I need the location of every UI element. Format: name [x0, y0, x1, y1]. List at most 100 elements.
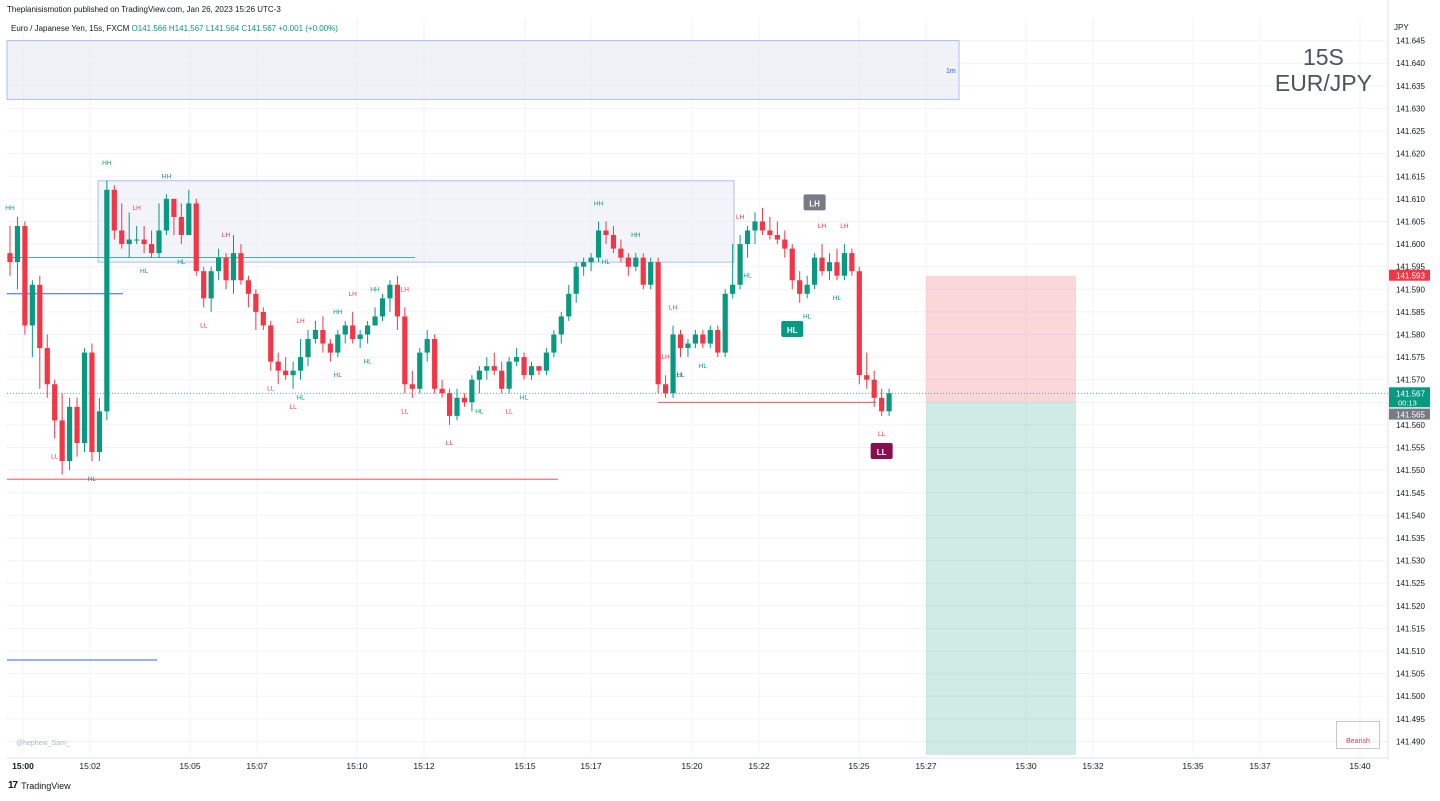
- y-tick-label: 141.640: [1396, 59, 1425, 68]
- candle-down: [439, 388, 445, 394]
- swing-label: LH: [669, 304, 678, 311]
- candle-down: [536, 366, 542, 371]
- candle-down: [700, 334, 706, 344]
- y-tick-label: 141.550: [1396, 466, 1425, 475]
- candle-down: [640, 257, 646, 285]
- swing-label: HH: [162, 173, 172, 180]
- y-tick-label: 141.515: [1396, 624, 1425, 633]
- candle-up: [387, 284, 393, 299]
- y-tick-label: 141.570: [1396, 376, 1425, 385]
- candle-down: [245, 280, 251, 294]
- candle-up: [208, 271, 214, 299]
- candle-down: [238, 253, 244, 281]
- candle-up: [357, 334, 363, 340]
- candle-up: [812, 257, 818, 285]
- x-tick-label: 15:32: [1082, 761, 1104, 771]
- y-tick-label: 141.615: [1396, 172, 1425, 181]
- candle-up: [372, 316, 378, 326]
- candle-down: [260, 311, 266, 326]
- candle-up: [752, 221, 758, 231]
- candle-down: [111, 189, 117, 231]
- y-tick-label: 141.540: [1396, 511, 1425, 520]
- candle-down: [789, 248, 795, 281]
- swing-label: LL: [51, 453, 59, 460]
- candle-up: [469, 379, 475, 403]
- y-tick-label: 141.525: [1396, 579, 1425, 588]
- y-tick-label: 141.645: [1396, 37, 1425, 46]
- candle-up: [633, 257, 639, 267]
- candle-up: [886, 393, 892, 412]
- y-tick-label: 141.620: [1396, 150, 1425, 159]
- y-tick-label: 141.535: [1396, 534, 1425, 543]
- y-tick-label: 141.585: [1396, 308, 1425, 317]
- swing-label: LH: [132, 205, 141, 212]
- candle-down: [625, 257, 631, 267]
- y-tick-label: 141.490: [1396, 737, 1425, 746]
- candle-down: [89, 352, 95, 453]
- swing-label: HL: [363, 359, 372, 366]
- swing-label: HL: [296, 395, 305, 402]
- ohlc-values: O141.566 H141.567 L141.564 C141.567 +0.0…: [131, 24, 338, 33]
- candle-down: [871, 379, 877, 398]
- y-tick-label: 141.595: [1396, 263, 1425, 272]
- y-tick-label: 141.575: [1396, 353, 1425, 362]
- candle-up: [558, 316, 564, 335]
- y-tick-label: 141.505: [1396, 670, 1425, 679]
- candle-up: [573, 266, 579, 294]
- countdown-text: 00:13: [1398, 398, 1417, 407]
- swing-label: LL: [446, 440, 454, 447]
- candle-up: [543, 352, 549, 371]
- swing-label: LH: [401, 286, 410, 293]
- candle-up: [506, 361, 512, 389]
- swing-label: LH: [661, 354, 670, 361]
- candle-up: [841, 253, 847, 276]
- swing-label: LH: [222, 232, 231, 239]
- price-axis-label: [1389, 408, 1430, 420]
- supply-zone-1m: [6, 40, 960, 100]
- swing-label: LL: [878, 431, 886, 438]
- candle-up: [230, 253, 237, 281]
- candle-down: [119, 230, 125, 245]
- candle-down: [201, 271, 207, 299]
- candle-up: [744, 230, 751, 245]
- candle-up: [342, 325, 348, 335]
- x-tick-label: 15:25: [848, 761, 870, 771]
- candle-down: [521, 357, 527, 376]
- candle-up: [454, 397, 460, 416]
- x-tick-label: 15:17: [580, 761, 602, 771]
- x-tick-label: 15:37: [1249, 761, 1271, 771]
- footer: 17 TradingView: [8, 780, 71, 791]
- candle-up: [685, 343, 691, 349]
- bearish-badge: Bearish: [1336, 721, 1380, 749]
- zone-label: 1m: [946, 68, 956, 75]
- y-tick-label: 141.625: [1396, 127, 1425, 136]
- swing-label: HL: [88, 476, 97, 483]
- candle-down: [268, 325, 274, 362]
- candle-down: [52, 384, 58, 421]
- candle-up: [514, 357, 520, 362]
- swing-label: HH: [333, 309, 343, 316]
- candle-up: [305, 339, 311, 358]
- y-tick-label: 141.545: [1396, 489, 1425, 498]
- swing-label: HL: [475, 408, 484, 415]
- candle-down: [283, 370, 289, 376]
- x-tick-label: 15:12: [413, 761, 435, 771]
- swing-label: HL: [334, 372, 343, 379]
- price-axis-text: 141.593: [1396, 272, 1425, 281]
- candle-up: [290, 370, 296, 376]
- candle-down: [44, 348, 50, 385]
- footer-brand[interactable]: TradingView: [21, 780, 71, 791]
- candle-down: [193, 203, 199, 272]
- y-tick-label: 141.580: [1396, 331, 1425, 340]
- candle-up: [417, 352, 423, 389]
- swing-label: HL: [743, 273, 752, 280]
- candle-up: [528, 366, 535, 376]
- swing-label: LH: [349, 291, 358, 298]
- swing-label: HL: [803, 313, 812, 320]
- candle-up: [297, 357, 304, 371]
- candle-up: [186, 203, 192, 236]
- candle-up: [670, 334, 676, 394]
- candle-up: [81, 352, 88, 444]
- y-tick-label: 141.610: [1396, 195, 1425, 204]
